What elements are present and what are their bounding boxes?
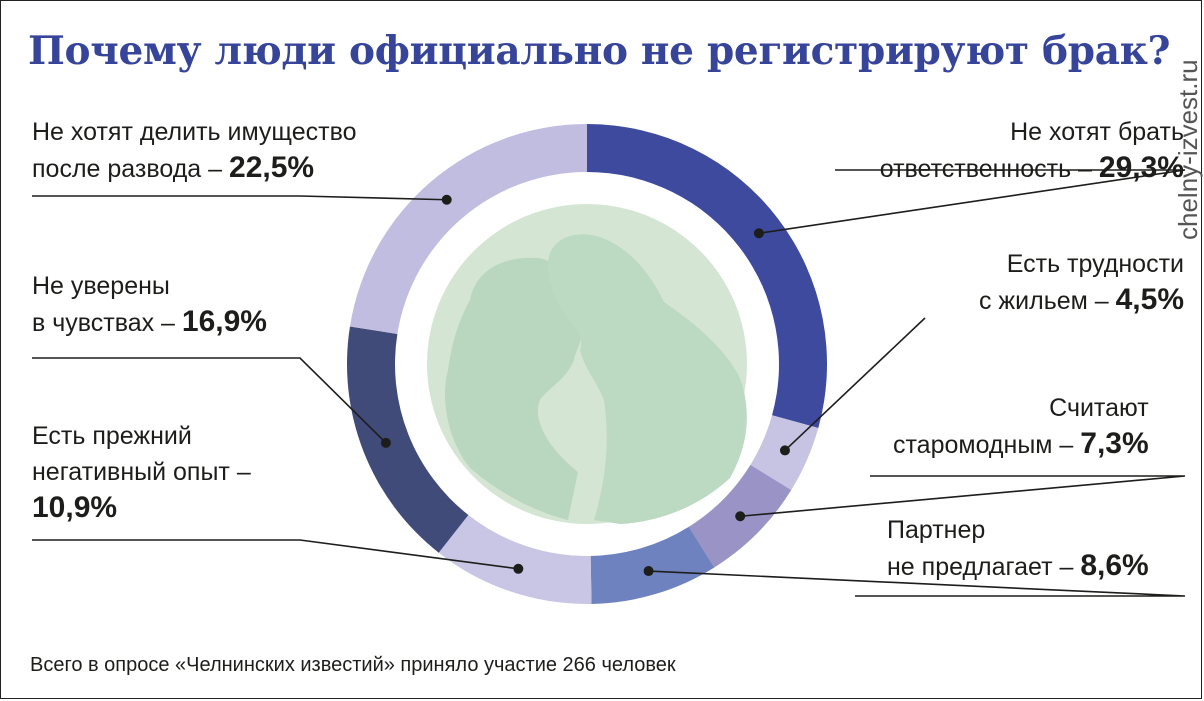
- label-line-1: Партнер: [887, 516, 986, 544]
- label-line-2: с жильем –: [978, 287, 1109, 315]
- label-line-2: в чувствах –: [32, 309, 175, 337]
- label-value: 10,9%: [32, 491, 118, 524]
- couple-silhouette: [427, 204, 747, 524]
- label-line-1: Есть трудности: [1006, 250, 1184, 278]
- label-value: 4,5%: [1115, 283, 1184, 316]
- label-line-1: Не хотят делить имущество: [32, 118, 357, 146]
- leader-line-old-fashioned: [740, 475, 1186, 518]
- slice-partner: [590, 526, 715, 604]
- label-feelings: Не уверены в чувствах – 16,9%: [32, 268, 267, 341]
- label-line-1: Не хотят брать: [1010, 118, 1184, 146]
- label-line-2: негативный опыт –: [32, 458, 251, 486]
- label-old-fashioned: Считают старомодным – 7,3%: [893, 390, 1149, 463]
- label-line-1: Не уверены: [32, 272, 170, 300]
- leader-line-responsibility: [758, 169, 1186, 235]
- label-line-2: старомодным –: [893, 431, 1074, 459]
- label-line-1: Считают: [1049, 394, 1149, 422]
- chart-title: Почему люди официально не регистрируют б…: [28, 28, 1171, 74]
- label-negative-experience: Есть прежний негативный опыт – 10,9%: [32, 418, 251, 527]
- label-value: 8,6%: [1080, 549, 1149, 582]
- slice-negative-experience: [438, 514, 592, 604]
- slice-property: [349, 124, 587, 334]
- leader-line-negative-experience: [32, 539, 519, 570]
- label-value: 22,5%: [229, 151, 315, 184]
- label-value: 7,3%: [1080, 427, 1149, 460]
- label-partner: Партнер не предлагает – 8,6%: [887, 512, 1149, 585]
- donut-slices: [346, 124, 827, 604]
- leader-line-partner: [648, 570, 1186, 597]
- man-silhouette: [547, 234, 747, 524]
- slice-feelings: [346, 326, 469, 553]
- label-value: 29,3%: [1098, 151, 1184, 184]
- label-line-2: после развода –: [32, 155, 223, 183]
- survey-footnote: Всего в опросе «Челнинских известий» при…: [30, 654, 676, 676]
- label-property: Не хотят делить имущество после развода …: [32, 114, 356, 187]
- label-responsibility: Не хотят брать ответственность – 29,3%: [880, 114, 1184, 187]
- woman-silhouette: [444, 257, 582, 520]
- label-housing: Есть трудности с жильем – 4,5%: [979, 246, 1184, 319]
- label-line-1: Есть прежний: [32, 422, 192, 450]
- label-line-2: ответственность –: [879, 155, 1092, 183]
- label-value: 16,9%: [181, 305, 267, 338]
- label-line-2: не предлагает –: [887, 553, 1074, 581]
- leader-line-feelings: [32, 357, 387, 444]
- slice-responsibility: [587, 124, 827, 429]
- leader-lines: [32, 169, 1186, 597]
- leader-line-housing: [784, 317, 926, 451]
- leader-line-property: [32, 195, 447, 201]
